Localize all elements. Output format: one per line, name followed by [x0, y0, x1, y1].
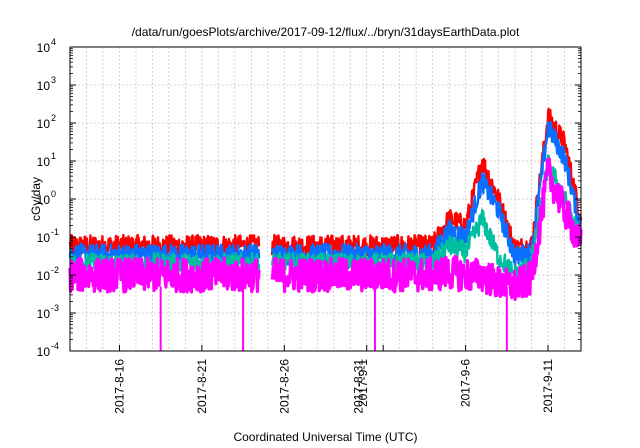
series-line-3 — [270, 157, 583, 301]
y-tick-exponent: 1 — [51, 151, 56, 161]
y-tick-label: 10 — [37, 155, 51, 169]
x-tick-label: 2017-8-21 — [195, 359, 209, 414]
y-tick-label: 10 — [37, 193, 51, 207]
series-line-3 — [68, 256, 261, 294]
y-tick-exponent: -1 — [51, 227, 59, 237]
series-line-1 — [270, 121, 583, 268]
x-tick-label: 2017-9-11 — [541, 359, 555, 413]
y-tick-exponent: 3 — [51, 75, 56, 85]
x-tick-label: 2017-9-6 — [459, 359, 473, 407]
x-tick-label: 2017-8-31 — [352, 359, 366, 414]
y-tick-exponent: 0 — [51, 189, 56, 199]
y-tick-exponent: 2 — [51, 113, 56, 123]
y-tick-label: 10 — [37, 231, 51, 245]
y-tick-exponent: -2 — [51, 265, 59, 275]
x-tick-label: 2017-8-16 — [112, 359, 126, 414]
y-tick-label: 10 — [37, 345, 51, 359]
chart-title: /data/run/goesPlots/archive/2017-09-12/f… — [132, 25, 520, 39]
y-tick-exponent: -3 — [51, 303, 59, 313]
x-tick-label: 2017-9-1 — [356, 359, 370, 407]
y-tick-label: 10 — [37, 117, 51, 131]
y-tick-exponent: -4 — [51, 341, 59, 351]
grid — [69, 47, 582, 351]
y-tick-label: 10 — [37, 41, 51, 55]
y-axis-label: cGy/day — [29, 177, 43, 221]
y-tick-label: 10 — [37, 307, 51, 321]
y-tick-label: 10 — [37, 79, 51, 93]
x-axis-label: Coordinated Universal Time (UTC) — [233, 430, 417, 444]
y-tick-label: 10 — [37, 269, 51, 283]
y-tick-exponent: 4 — [51, 37, 56, 47]
series-layer — [68, 107, 583, 351]
x-tick-label: 2017-8-26 — [277, 359, 291, 414]
